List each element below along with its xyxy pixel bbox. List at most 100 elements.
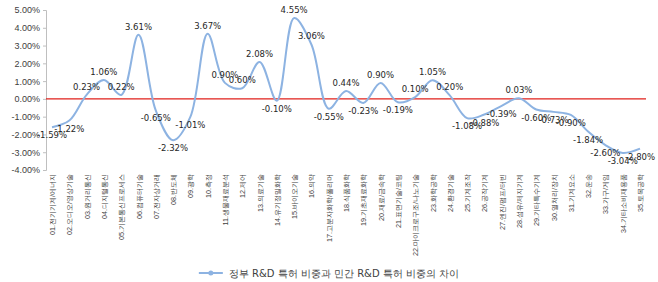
- y-tick: 5.00%: [14, 5, 46, 15]
- x-tick-label: 17.고분자화학/폴리머: [325, 174, 334, 242]
- x-tick-label: 05.기본통신프로세스: [117, 174, 126, 240]
- x-tick-label: 16.의약: [307, 174, 316, 198]
- x-tick-label: 22.마이크로구조/나노기술: [411, 174, 420, 256]
- x-tick: 05.기본통신프로세스: [117, 170, 126, 240]
- data-label: -0.39%: [487, 109, 517, 119]
- data-label: 0.03%: [505, 85, 532, 95]
- x-tick: 24.환경기술: [446, 170, 455, 212]
- data-label: 0.10%: [402, 84, 429, 94]
- y-tick-label: 1.00%: [14, 76, 40, 86]
- x-tick: 30.열처리/장치: [550, 170, 559, 221]
- marks: [46, 18, 646, 153]
- x-tick: 23.화학공학: [428, 170, 437, 212]
- y-tick-mark: [43, 10, 46, 11]
- x-tick-label: 03.원거리통신: [83, 174, 92, 219]
- x-tick-label: 25.기계조작: [463, 174, 472, 212]
- x-tick: 32.운송: [584, 170, 593, 198]
- x-tick-label: 26.공작기계: [480, 174, 489, 212]
- x-tick: 27.엔진/펌프/터빈: [498, 170, 507, 230]
- x-tick: 22.마이크로구조/나노기술: [411, 170, 420, 256]
- y-tick-label: -3.00%: [11, 148, 40, 158]
- x-tick-label: 20.재료/금속학: [377, 174, 386, 221]
- x-tick-label: 04.디지털통신: [100, 174, 109, 219]
- data-label: 1.05%: [419, 67, 446, 77]
- x-tick-label: 19.기초재료화학: [359, 174, 368, 226]
- y-tick-label: -2.00%: [11, 130, 40, 140]
- x-tick-label: 12.제어: [238, 174, 247, 198]
- x-tick-label: 27.엔진/펌프/터빈: [498, 174, 507, 230]
- x-tick: 11.생물재료분석: [221, 170, 230, 225]
- x-tick-label: 02.오디오/영상기술: [65, 174, 74, 235]
- x-tick: 31.기계요소: [567, 170, 576, 212]
- x-tick-label: 23.화학공학: [428, 174, 437, 212]
- data-label: 0.23%: [73, 82, 100, 92]
- data-label: 1.06%: [90, 67, 117, 77]
- chart: -4.00% -3.00% -2.00% -1.00% 0.00% 1.00% 2.00% 3…: [0, 0, 658, 282]
- x-tick-label: 08.반도체: [169, 174, 178, 205]
- data-label: 3.67%: [194, 21, 221, 31]
- x-tick: 34.기타소비재용품: [619, 170, 628, 233]
- legend-marker: [208, 271, 213, 276]
- data-label: 3.61%: [125, 22, 152, 32]
- x-tick: 20.재료/금속학: [377, 170, 386, 221]
- data-label: 3.06%: [298, 31, 325, 41]
- zero-line: [46, 98, 646, 99]
- x-tick: 16.의약: [307, 170, 316, 198]
- y-tick-label: 0.00%: [14, 94, 40, 104]
- data-label: 0.20%: [436, 82, 463, 92]
- y-tick: 0.00%: [14, 94, 46, 104]
- x-tick-label: 09.광학: [186, 174, 195, 198]
- x-tick: 03.원거리통신: [83, 170, 92, 219]
- y-tick: 3.00%: [14, 41, 46, 51]
- data-label: 0.22%: [108, 82, 135, 92]
- data-label: -2.80%: [625, 152, 655, 162]
- x-tick-label: 24.환경기술: [446, 174, 455, 212]
- x-tick-label: 35.토목공학: [636, 174, 645, 212]
- data-label: -0.10%: [262, 104, 292, 114]
- x-tick-label: 31.기계요소: [567, 174, 576, 212]
- data-label: -0.88%: [469, 118, 499, 128]
- x-tick: 13.의료기술: [256, 170, 265, 212]
- data-label: -1.22%: [54, 124, 84, 134]
- data-labels: -1.59%-1.22%0.23%1.06%0.22%3.61%-0.65%-2…: [37, 5, 655, 166]
- x-tick: 02.오디오/영상기술: [65, 170, 74, 235]
- y-tick-mark: [43, 81, 46, 82]
- legend: 정부 R&D 특허 비중과 민간 R&D 특허 비중의 차이: [199, 268, 459, 279]
- y-tick-label: 5.00%: [14, 5, 40, 15]
- y-tick-mark: [43, 152, 46, 153]
- x-tick-label: 13.의료기술: [256, 174, 265, 212]
- data-label: 0.60%: [229, 75, 256, 85]
- x-tick: 26.공작기계: [480, 170, 489, 212]
- x-tick: 21.표면기술/코팅: [394, 170, 403, 228]
- x-tick-label: 21.표면기술/코팅: [394, 174, 403, 228]
- x-tick: 07.전자상거래: [152, 170, 161, 219]
- data-label: -0.23%: [348, 106, 378, 116]
- x-axis: 01.전기기계/에너지 02.오디오/영상기술 03.원거리통신 04.디지털통신 05…: [48, 170, 645, 256]
- x-tick-label: 11.생물재료분석: [221, 174, 230, 225]
- x-tick-label: 10.측정: [204, 174, 213, 198]
- x-tick: 35.토목공학: [636, 170, 645, 212]
- x-tick-label: 01.전기기계/에너지: [48, 174, 57, 235]
- y-tick-mark: [43, 46, 46, 47]
- y-axis-line: [43, 11, 47, 171]
- y-tick-label: 4.00%: [14, 23, 40, 33]
- y-tick-mark: [43, 99, 46, 100]
- x-tick: 28.섬유/제지기계: [515, 170, 524, 228]
- y-tick: -1.00%: [11, 112, 46, 122]
- data-label: -0.55%: [314, 112, 344, 122]
- x-tick: 06.컴퓨터기술: [134, 170, 143, 219]
- x-tick: 09.광학: [186, 170, 195, 198]
- data-label: 0.44%: [332, 78, 359, 88]
- x-tick: 12.제어: [238, 170, 247, 198]
- y-tick-mark: [43, 63, 46, 64]
- x-tick: 01.전기기계/에너지: [48, 170, 57, 235]
- data-label: 4.55%: [281, 5, 308, 15]
- x-tick-label: 28.섬유/제지기계: [515, 174, 524, 228]
- y-tick: -3.00%: [11, 148, 46, 158]
- x-tick-label: 30.열처리/장치: [550, 174, 559, 221]
- y-tick-label: 2.00%: [14, 59, 40, 69]
- y-tick-mark: [43, 28, 46, 29]
- data-label: -2.32%: [158, 143, 188, 153]
- y-tick: 4.00%: [14, 23, 46, 33]
- y-tick-label: -4.00%: [11, 165, 40, 175]
